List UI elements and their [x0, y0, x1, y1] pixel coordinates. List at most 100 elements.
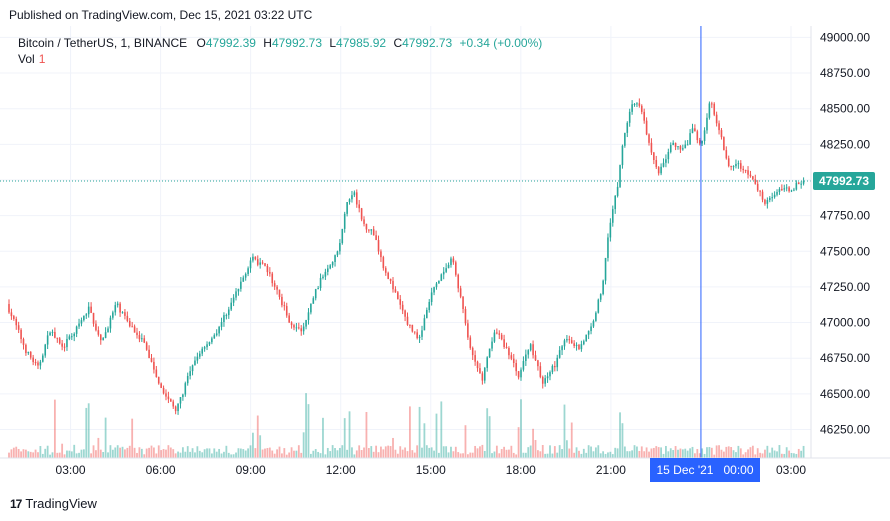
open-key: O [196, 36, 206, 50]
candle-body [172, 401, 175, 407]
volume-bar [312, 450, 315, 458]
volume-bar [454, 446, 457, 458]
volume-bar [334, 448, 336, 458]
volume-bar [341, 445, 344, 458]
volume-bar [681, 449, 684, 458]
volume-bar [553, 446, 556, 458]
volume-bar [747, 449, 749, 458]
volume-bar [445, 446, 448, 458]
volume-bar [563, 404, 566, 458]
volume-bar [466, 454, 469, 458]
candle-body [554, 365, 556, 368]
volume-bar [735, 452, 737, 458]
candle-body [421, 330, 423, 337]
candle-body [580, 344, 583, 350]
candle-body [368, 229, 370, 231]
candle-body [160, 383, 162, 388]
close-value: 47992.73 [402, 36, 453, 50]
candle-body [153, 361, 155, 370]
candle-body [162, 387, 165, 394]
candle-body [85, 314, 88, 316]
candle-body [508, 348, 510, 356]
price-tick-label: 46500.00 [820, 387, 870, 401]
volume-bar [754, 454, 757, 458]
candle-body [196, 356, 199, 361]
candle-body [455, 262, 457, 275]
candle-body [614, 195, 617, 210]
volume-bar [462, 453, 464, 458]
candle-body [177, 403, 179, 412]
candle-body [145, 342, 148, 350]
candle-body [457, 274, 460, 289]
candle-body [353, 192, 356, 196]
candle-body [797, 182, 800, 185]
candle-body [737, 163, 740, 165]
candle-body [544, 378, 546, 384]
volume-bar [293, 450, 295, 458]
volume-bar [544, 453, 547, 458]
volume-bar [689, 448, 691, 458]
candle-body [341, 228, 344, 244]
volume-bar [691, 446, 694, 458]
candle-body [488, 348, 491, 358]
volume-key[interactable]: Vol [18, 52, 35, 66]
candle-body [165, 393, 167, 397]
volume-bar [252, 432, 254, 458]
volume-bar [551, 453, 554, 458]
candle-body [633, 103, 636, 105]
volume-bar [307, 404, 310, 458]
volume-bar [85, 407, 88, 458]
candle-body [723, 137, 725, 151]
candle-body [648, 134, 650, 143]
candle-body [793, 189, 795, 191]
volume-bar [348, 411, 351, 458]
candle-body [749, 174, 752, 177]
symbol-title[interactable]: Bitcoin / TetherUS, 1, BINANCE [18, 36, 188, 50]
volume-bar [512, 452, 515, 458]
candle-body [232, 297, 235, 303]
volume-bar [744, 452, 747, 458]
candle-body [701, 140, 703, 144]
candle-body [189, 371, 191, 376]
candle-body [631, 104, 633, 112]
volume-bar [220, 453, 223, 458]
volume-bar [529, 445, 532, 458]
price-chart[interactable]: 49000.0048750.0048500.0048250.0048000.00… [0, 26, 890, 482]
volume-bar [172, 449, 175, 458]
candle-body [343, 213, 346, 229]
candle-body [37, 362, 39, 366]
candle-body [727, 158, 730, 166]
candle-body [194, 360, 196, 366]
candle-body [708, 103, 711, 118]
candle-body [380, 251, 382, 258]
candle-body [619, 165, 621, 187]
volume-bar [309, 453, 312, 458]
volume-bar [534, 440, 537, 458]
candle-body [39, 361, 42, 366]
candle-body [99, 334, 102, 341]
candle-body [496, 332, 498, 334]
footer-brand[interactable]: 17 TradingView [10, 496, 97, 511]
volume-bar [486, 408, 489, 458]
volume-bar [249, 445, 252, 458]
candle-body [638, 103, 641, 106]
candle-body [694, 128, 696, 132]
candle-body [387, 272, 389, 279]
volume-bar [44, 448, 47, 458]
volume-bar [165, 449, 167, 458]
time-axis[interactable]: 03:00 06:00 09:00 12:00 15:00 18:00 21:00 03:00 [56, 463, 807, 477]
candle-body [295, 327, 298, 329]
price-axis[interactable]: 49000.0048750.0048500.0048250.0048000.00… [820, 30, 870, 436]
volume-bar [223, 451, 225, 458]
candle-body [660, 166, 662, 174]
candle-body [764, 199, 766, 204]
candle-body [58, 338, 61, 344]
volume-bar [450, 446, 452, 458]
candle-body [438, 280, 440, 284]
candle-body [269, 272, 271, 274]
volume-bar [621, 423, 624, 458]
candle-body [556, 357, 559, 368]
volume-bar [194, 452, 196, 458]
volume-bar [633, 445, 636, 458]
volume-bar [17, 448, 20, 458]
